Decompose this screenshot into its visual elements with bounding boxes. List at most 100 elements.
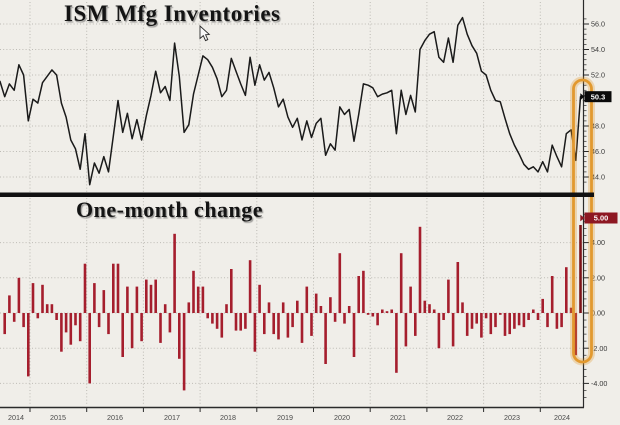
change-bar bbox=[258, 284, 261, 313]
change-bar bbox=[196, 286, 200, 313]
change-bar bbox=[107, 313, 110, 335]
change-bar bbox=[442, 313, 445, 320]
change-bar bbox=[267, 302, 271, 313]
year-label: 2023 bbox=[504, 413, 520, 422]
change-bar bbox=[234, 313, 238, 331]
change-bar bbox=[173, 233, 176, 313]
change-bar bbox=[74, 313, 77, 326]
change-bar bbox=[404, 313, 408, 347]
year-label: 2024 bbox=[554, 413, 570, 422]
top-axis-tick-label: 48.0 bbox=[591, 122, 605, 131]
change-bar bbox=[201, 286, 205, 313]
change-bar bbox=[494, 313, 497, 328]
change-bar bbox=[296, 300, 299, 313]
last-value-badge-bottom-arrow bbox=[580, 214, 585, 222]
change-bar bbox=[215, 313, 219, 329]
change-bar bbox=[248, 260, 252, 313]
change-bar bbox=[263, 313, 266, 335]
change-bar bbox=[102, 290, 106, 313]
change-bar bbox=[508, 313, 511, 335]
change-bar bbox=[88, 313, 91, 384]
change-bar bbox=[414, 313, 417, 336]
change-bar bbox=[286, 313, 290, 338]
change-bar bbox=[145, 279, 148, 313]
change-bar bbox=[329, 297, 332, 313]
change-bar bbox=[451, 313, 455, 347]
change-bar bbox=[272, 313, 275, 335]
change-bar bbox=[112, 263, 115, 313]
change-bar bbox=[357, 276, 360, 313]
change-bar bbox=[130, 313, 134, 349]
change-bar bbox=[409, 286, 412, 313]
change-bar bbox=[565, 267, 568, 313]
year-label: 2018 bbox=[220, 413, 236, 422]
change-bar bbox=[532, 309, 535, 313]
year-label: 2015 bbox=[50, 413, 66, 422]
change-bar bbox=[31, 283, 35, 313]
change-bar bbox=[230, 269, 233, 313]
change-bar bbox=[178, 313, 181, 359]
bottom-axis-tick-label: -4.00 bbox=[591, 379, 607, 388]
change-bar bbox=[206, 313, 209, 319]
change-bar bbox=[423, 300, 427, 313]
change-bar bbox=[93, 283, 96, 313]
change-bar bbox=[291, 313, 294, 328]
change-bar bbox=[64, 313, 68, 333]
change-bar bbox=[385, 311, 389, 313]
change-bar bbox=[126, 286, 129, 313]
change-bar bbox=[8, 295, 11, 313]
change-bar bbox=[465, 313, 469, 336]
change-bar bbox=[376, 313, 379, 326]
change-bar bbox=[550, 276, 554, 313]
change-bar bbox=[69, 313, 73, 345]
change-bar bbox=[3, 313, 6, 335]
change-bar bbox=[281, 302, 285, 313]
change-bar bbox=[343, 313, 346, 324]
change-bar bbox=[461, 302, 464, 313]
change-bar bbox=[182, 313, 186, 391]
change-bar bbox=[395, 313, 398, 373]
change-bar bbox=[140, 313, 143, 342]
change-bar bbox=[338, 253, 342, 313]
bar-series-group bbox=[3, 225, 582, 391]
change-bar bbox=[60, 313, 63, 352]
change-bar bbox=[536, 313, 540, 320]
change-bar bbox=[163, 304, 167, 313]
bottom-axis-tick-label: -2.00 bbox=[591, 344, 607, 353]
change-bar bbox=[574, 313, 578, 356]
change-bar bbox=[432, 309, 436, 313]
last-value-badge-top-arrow bbox=[580, 93, 585, 101]
top-axis-tick-label: 52.0 bbox=[591, 71, 605, 80]
change-bar bbox=[541, 298, 544, 313]
change-bar bbox=[324, 313, 327, 364]
panel-separator bbox=[0, 192, 594, 197]
change-bar bbox=[225, 304, 228, 313]
change-bar bbox=[517, 313, 521, 326]
bottom-axis-tick-label: 4.00 bbox=[591, 238, 605, 247]
change-bar bbox=[560, 313, 563, 328]
bottom-axis-tick-label: 0.00 bbox=[591, 309, 605, 318]
year-label: 2022 bbox=[447, 413, 463, 422]
change-bar bbox=[399, 253, 403, 313]
change-bar bbox=[333, 313, 337, 322]
last-value-badge-bottom-text: 5.00 bbox=[594, 214, 608, 223]
change-bar bbox=[305, 286, 309, 313]
change-bar bbox=[527, 313, 530, 320]
change-bar bbox=[135, 286, 139, 313]
change-bar bbox=[484, 313, 488, 319]
change-bar bbox=[168, 313, 172, 333]
change-bar bbox=[22, 313, 25, 328]
change-bar bbox=[239, 313, 242, 331]
change-bar bbox=[154, 279, 157, 313]
change-bar bbox=[470, 313, 474, 329]
change-bar bbox=[17, 277, 21, 313]
change-bar bbox=[12, 313, 16, 322]
change-bar bbox=[149, 284, 153, 313]
change-bar bbox=[480, 313, 483, 338]
change-bar bbox=[437, 313, 441, 349]
change-bar bbox=[418, 226, 422, 313]
top-axis-tick-label: 54.0 bbox=[591, 45, 605, 54]
change-bar bbox=[522, 313, 526, 328]
change-bar bbox=[555, 313, 559, 329]
